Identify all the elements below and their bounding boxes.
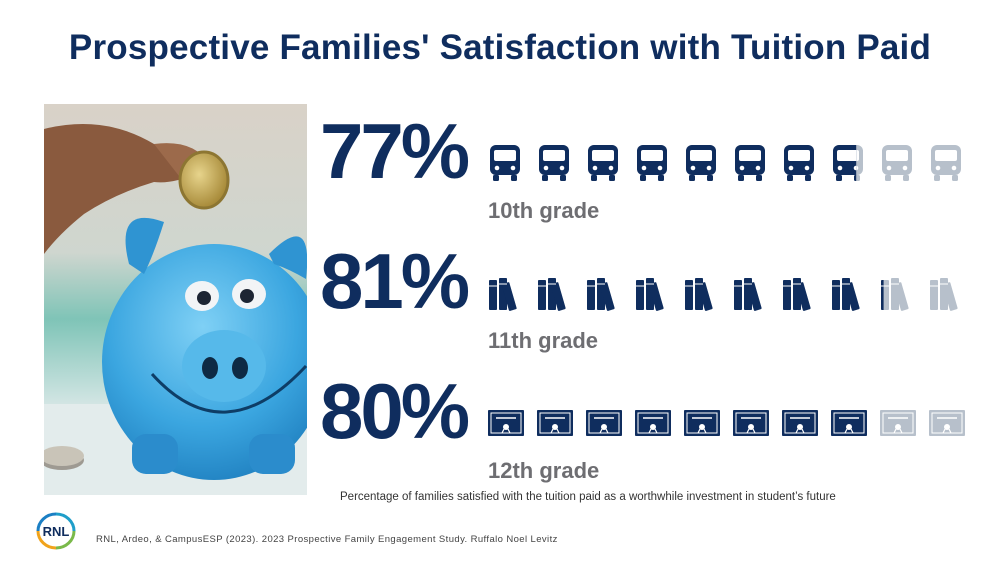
bus-icon-filled: [833, 145, 857, 181]
books-icon-filled: [538, 278, 566, 311]
books-icon-filled: [734, 278, 762, 311]
diploma-icon-filled: [733, 410, 769, 436]
books-icon-filled: [636, 278, 664, 311]
pictograph-row: 81% 11th grade: [320, 242, 980, 362]
chart-title: Prospective Families' Satisfaction with …: [68, 28, 932, 67]
icon-strip: [489, 278, 958, 311]
grade-label: 10th grade: [488, 198, 600, 223]
grade-label: 12th grade: [488, 458, 600, 483]
books-icon-filled: [881, 280, 884, 310]
diploma-icon-filled: [635, 410, 671, 436]
bus-icon-filled: [735, 145, 765, 181]
piggy-bank-photo: [44, 104, 307, 495]
bus-icon-filled: [784, 145, 814, 181]
icon-strip: [490, 145, 961, 181]
diploma-icon-filled: [537, 410, 573, 436]
percentage-value: 80%: [320, 367, 470, 455]
diploma-icon: [880, 410, 916, 436]
bus-icon: [931, 145, 961, 181]
footnote: Percentage of families satisfied with th…: [340, 491, 836, 503]
books-icon-filled: [685, 278, 713, 311]
books-icon-filled: [783, 278, 811, 311]
bus-icon-filled: [588, 145, 618, 181]
percentage-value: 77%: [320, 107, 470, 195]
bus-icon: [882, 145, 912, 181]
books-icon: [930, 278, 958, 311]
diploma-icon: [929, 410, 965, 436]
diploma-icon-filled: [488, 410, 524, 436]
diploma-icon-filled: [586, 410, 622, 436]
diploma-icon-filled: [782, 410, 818, 436]
grade-label: 11th grade: [488, 328, 599, 353]
books-icon-filled: [587, 278, 615, 311]
citation: RNL, Ardeo, & CampusESP (2023). 2023 Pro…: [96, 534, 558, 545]
books-icon: [881, 278, 909, 311]
diploma-icon-filled: [831, 410, 867, 436]
pictograph-row: 80% 12th grade: [320, 372, 980, 492]
icon-strip: [488, 410, 965, 436]
diploma-icon-filled: [684, 410, 720, 436]
bus-icon-filled: [686, 145, 716, 181]
books-icon-filled: [832, 278, 860, 311]
bus-icon-filled: [637, 145, 667, 181]
rnl-logo: RNL: [36, 512, 76, 550]
pictograph-row: 77% 10th grade: [320, 112, 980, 232]
books-icon-filled: [489, 278, 517, 311]
percentage-value: 81%: [320, 237, 470, 325]
bus-icon-filled: [490, 145, 520, 181]
logo-text: RNL: [43, 524, 70, 539]
bus-icon-filled: [539, 145, 569, 181]
